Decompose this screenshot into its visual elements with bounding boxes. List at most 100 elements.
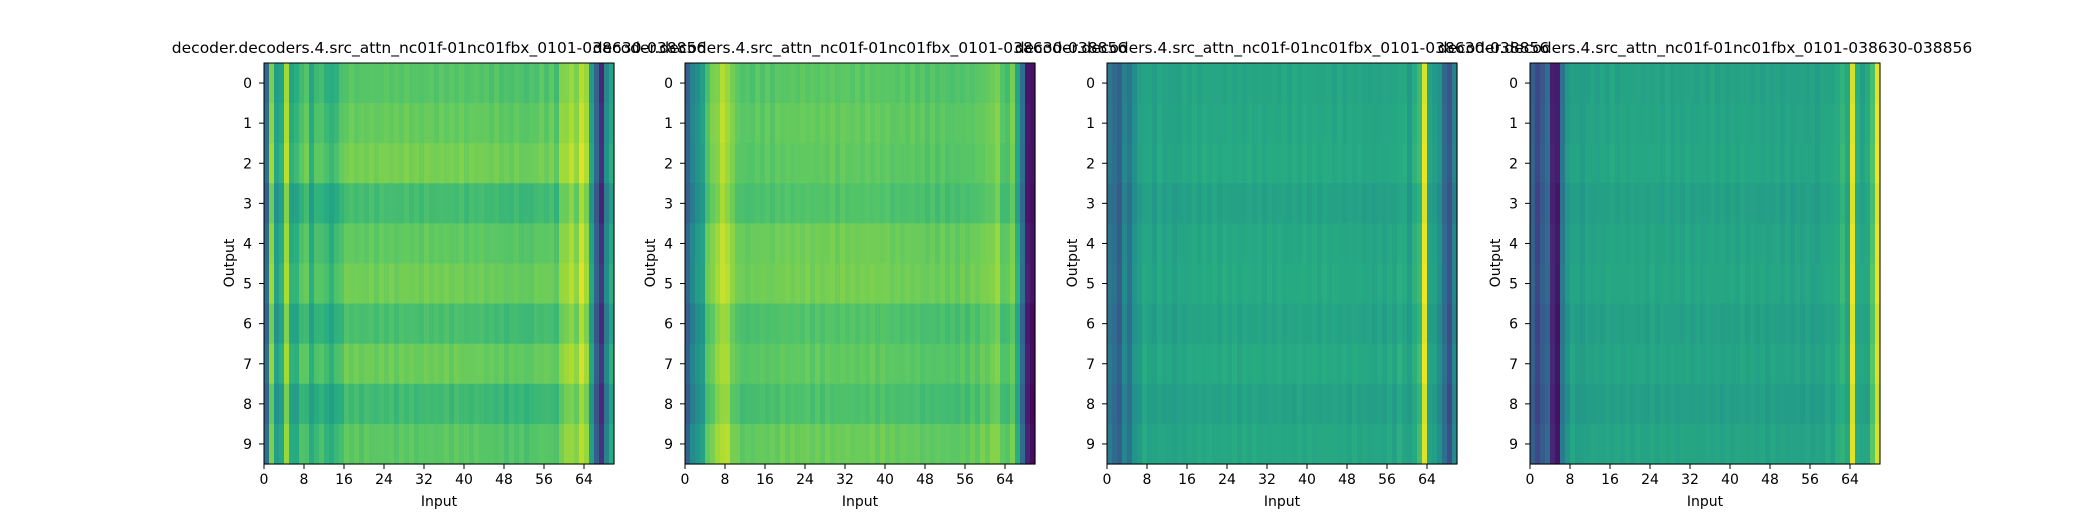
heatmap-cell xyxy=(1187,423,1193,465)
heatmap-cell xyxy=(1595,383,1601,425)
heatmap-cell xyxy=(444,103,450,144)
heatmap-cell xyxy=(1332,343,1338,385)
heatmap-cell xyxy=(574,263,580,305)
heatmap-cell xyxy=(835,103,841,144)
heatmap-cell xyxy=(324,143,330,184)
heatmap-cell xyxy=(1665,343,1671,385)
heatmap-cell xyxy=(985,383,991,425)
heatmap-cell xyxy=(835,263,841,305)
heatmap-cell xyxy=(1147,383,1153,425)
heatmap-cell xyxy=(1730,383,1736,425)
heatmap-cell xyxy=(1750,383,1756,425)
heatmap-cell xyxy=(419,303,425,345)
heatmap-cell xyxy=(544,343,550,385)
heatmap-cell xyxy=(760,383,766,425)
y-tick-label: 1 xyxy=(243,116,252,132)
heatmap-cell xyxy=(985,63,991,104)
heatmap-cell xyxy=(504,303,510,345)
heatmap-cell xyxy=(730,223,736,265)
heatmap-cell xyxy=(1670,383,1676,425)
heatmap-cell xyxy=(1610,143,1616,184)
heatmap-cell xyxy=(1025,143,1031,184)
heatmap-cell xyxy=(319,263,325,305)
heatmap-cell xyxy=(720,343,726,385)
heatmap-cell xyxy=(1337,143,1343,184)
heatmap-cell xyxy=(279,143,285,184)
heatmap-cell xyxy=(289,103,295,144)
heatmap-cell xyxy=(1605,303,1611,345)
heatmap-cell xyxy=(810,263,816,305)
heatmap-cells xyxy=(264,63,615,465)
heatmap-cell xyxy=(294,343,300,385)
heatmap-cell xyxy=(1760,183,1766,224)
heatmap-cell xyxy=(1710,423,1716,465)
heatmap-cell xyxy=(1615,143,1621,184)
heatmap-cell xyxy=(720,303,726,345)
heatmap-cell xyxy=(264,103,270,144)
heatmap-cell xyxy=(444,343,450,385)
heatmap-cell xyxy=(569,383,575,425)
heatmap-cell xyxy=(1187,63,1193,104)
heatmap-cell xyxy=(1670,263,1676,305)
heatmap-cell xyxy=(1202,423,1208,465)
heatmap-cell xyxy=(815,303,821,345)
heatmap-cell xyxy=(1875,223,1881,265)
heatmap-cell xyxy=(1157,63,1163,104)
heatmap-cell xyxy=(765,343,771,385)
heatmap-cell xyxy=(1352,183,1358,224)
heatmap-cell xyxy=(389,343,395,385)
heatmap-cell xyxy=(1850,223,1856,265)
y-tick-label: 2 xyxy=(243,156,252,172)
heatmap-cell xyxy=(740,423,746,465)
heatmap-cell xyxy=(870,183,876,224)
heatmap-cell xyxy=(269,103,275,144)
heatmap-cell xyxy=(935,63,941,104)
heatmap-cell xyxy=(1790,343,1796,385)
heatmap-cell xyxy=(1177,263,1183,305)
heatmap-cell xyxy=(740,103,746,144)
heatmap-cell xyxy=(1835,263,1841,305)
heatmap-cell xyxy=(1317,63,1323,104)
heatmap-cell xyxy=(1107,383,1113,425)
heatmap-cell xyxy=(950,423,956,465)
heatmap-cell xyxy=(319,223,325,265)
heatmap-cell xyxy=(1212,343,1218,385)
heatmap-cell xyxy=(1197,343,1203,385)
heatmap-cell xyxy=(1167,303,1173,345)
heatmap-cell xyxy=(1750,103,1756,144)
heatmap-cell xyxy=(865,383,871,425)
heatmap-cell xyxy=(1437,263,1443,305)
heatmap-cell xyxy=(1645,223,1651,265)
heatmap-cell xyxy=(1860,223,1866,265)
heatmap-cell xyxy=(1412,63,1418,104)
heatmap-cell xyxy=(760,103,766,144)
heatmap-cell xyxy=(1222,143,1228,184)
heatmap-cell xyxy=(895,343,901,385)
heatmap-cell xyxy=(1142,223,1148,265)
heatmap-cell xyxy=(1030,303,1036,345)
heatmap-cell xyxy=(599,183,605,224)
heatmap-cell xyxy=(389,383,395,425)
heatmap-cell xyxy=(519,223,525,265)
heatmap-cell xyxy=(790,423,796,465)
heatmap-cell xyxy=(529,143,535,184)
heatmap-cell xyxy=(815,183,821,224)
heatmap-cell xyxy=(995,223,1001,265)
heatmap-cell xyxy=(509,103,515,144)
heatmap-cell xyxy=(1770,343,1776,385)
heatmap-cell xyxy=(850,383,856,425)
x-tick-label: 40 xyxy=(455,472,473,488)
heatmap-cell xyxy=(790,63,796,104)
heatmap-cell xyxy=(1437,223,1443,265)
heatmap-cell xyxy=(690,63,696,104)
heatmap-cell xyxy=(885,343,891,385)
heatmap-cell xyxy=(1187,183,1193,224)
heatmap-cell xyxy=(1755,263,1761,305)
heatmap-cell xyxy=(860,63,866,104)
heatmap-cell xyxy=(1222,263,1228,305)
heatmap-cell xyxy=(1550,63,1556,104)
heatmap-cell xyxy=(965,223,971,265)
heatmap-cell xyxy=(1297,63,1303,104)
heatmap-cell xyxy=(1545,63,1551,104)
heatmap-cell xyxy=(1227,383,1233,425)
